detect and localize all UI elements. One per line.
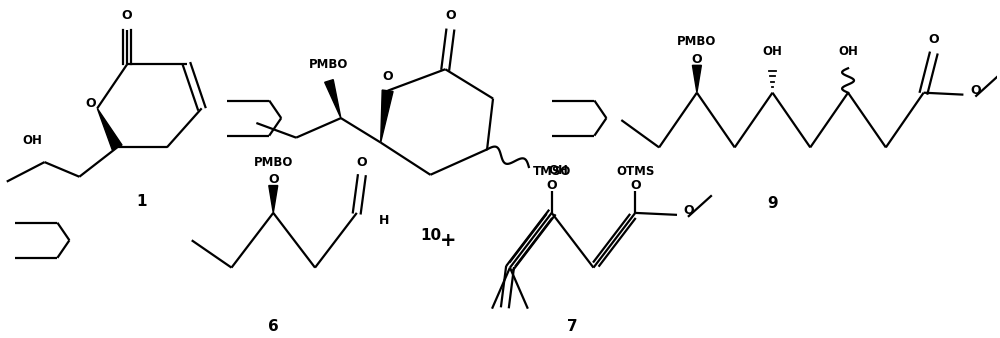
Text: OH: OH (838, 45, 858, 58)
Polygon shape (381, 90, 393, 143)
Text: O: O (268, 173, 279, 186)
Text: O: O (692, 53, 702, 66)
Text: TMSO: TMSO (533, 165, 571, 178)
Text: O: O (356, 155, 367, 169)
Text: 7: 7 (567, 319, 578, 334)
Text: O: O (382, 70, 393, 82)
Text: PMBO: PMBO (677, 35, 717, 48)
Text: O: O (85, 97, 96, 110)
Text: 6: 6 (268, 319, 279, 334)
Polygon shape (692, 65, 701, 93)
Text: O: O (970, 84, 981, 97)
Polygon shape (325, 80, 341, 118)
Text: OH: OH (763, 45, 782, 58)
Text: +: + (440, 231, 457, 250)
Polygon shape (269, 186, 278, 213)
Text: OH: OH (549, 164, 569, 177)
Text: O: O (122, 9, 132, 22)
Text: O: O (546, 179, 557, 192)
Text: O: O (928, 33, 939, 46)
Text: PMBO: PMBO (254, 155, 293, 169)
Text: OTMS: OTMS (616, 165, 654, 178)
Text: O: O (630, 179, 641, 192)
Text: 9: 9 (767, 196, 778, 211)
Text: OH: OH (23, 134, 43, 147)
Text: 10: 10 (420, 228, 441, 243)
Text: O: O (445, 9, 456, 22)
Text: O: O (683, 204, 694, 217)
Text: H: H (379, 214, 389, 227)
Text: PMBO: PMBO (309, 58, 349, 71)
Text: 1: 1 (137, 194, 147, 209)
Polygon shape (97, 108, 122, 150)
